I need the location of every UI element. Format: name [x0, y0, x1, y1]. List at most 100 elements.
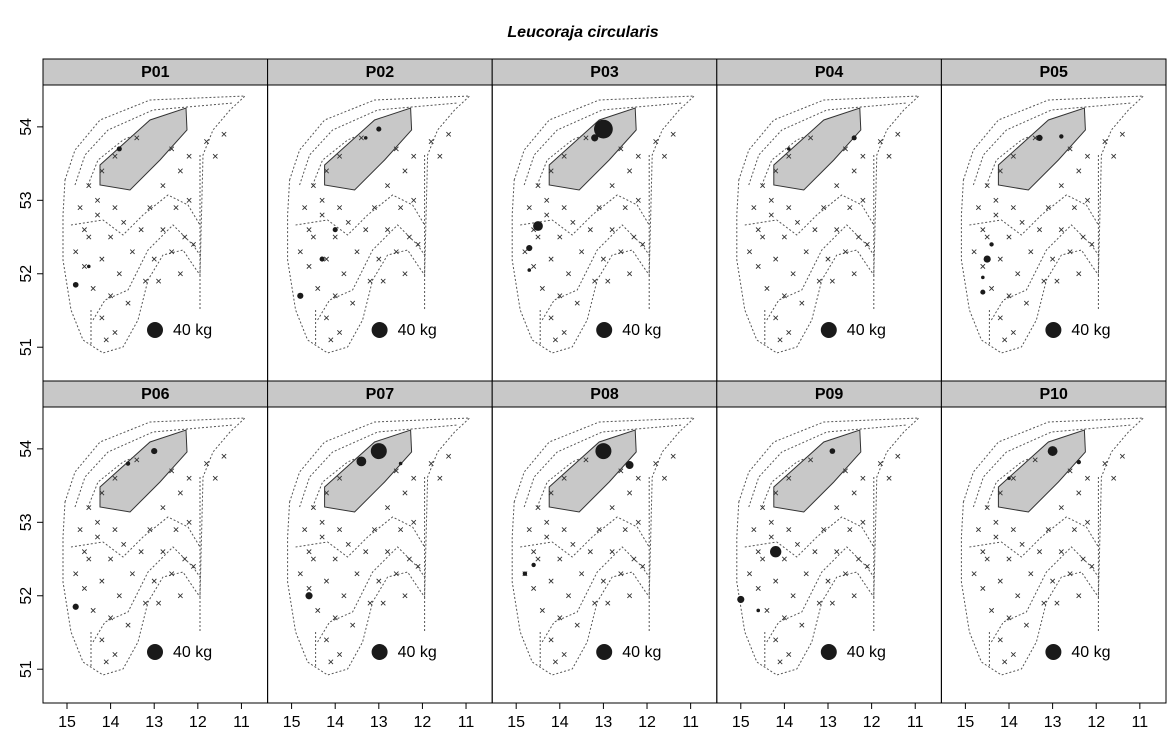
legend-label: 40 kg — [622, 644, 661, 661]
empty-station — [337, 652, 343, 658]
catch-bubble — [370, 443, 387, 460]
empty-station — [561, 153, 567, 159]
empty-station — [989, 607, 995, 613]
empty-station — [561, 527, 567, 533]
empty-station — [332, 234, 338, 240]
empty-station — [398, 527, 404, 533]
empty-station — [834, 183, 840, 189]
empty-station — [1071, 205, 1077, 211]
x-tick-label: 14 — [102, 714, 120, 731]
empty-station — [535, 505, 541, 511]
catch-bubble — [737, 595, 745, 604]
empty-station — [112, 330, 118, 336]
catch-bubble — [305, 592, 313, 600]
empty-station — [755, 549, 761, 555]
empty-station — [980, 549, 986, 555]
empty-station — [579, 249, 585, 255]
empty-station — [760, 556, 766, 562]
empty-station — [596, 205, 602, 211]
empty-station — [1010, 153, 1016, 159]
empty-station — [116, 593, 122, 599]
empty-station — [112, 475, 118, 481]
empty-station — [402, 490, 408, 496]
empty-station — [526, 205, 532, 211]
empty-station — [446, 453, 452, 459]
x-tick-label: 15 — [732, 714, 750, 731]
empty-station — [393, 146, 399, 152]
catch-bubble — [981, 275, 985, 280]
empty-station — [398, 205, 404, 211]
empty-station — [99, 490, 105, 496]
empty-station — [1076, 168, 1082, 174]
empty-station — [622, 205, 628, 211]
empty-station — [790, 271, 796, 277]
empty-station — [812, 549, 818, 555]
empty-station — [773, 637, 779, 643]
empty-station — [125, 300, 131, 306]
empty-station — [393, 249, 399, 255]
empty-station — [99, 315, 105, 321]
empty-station — [627, 271, 633, 277]
empty-station — [825, 578, 831, 584]
empty-station — [1067, 249, 1073, 255]
empty-station — [1084, 519, 1091, 525]
empty-station — [561, 205, 567, 211]
empty-station — [302, 205, 308, 211]
empty-station — [385, 549, 391, 555]
empty-station — [781, 234, 787, 240]
catch-bubble — [87, 264, 91, 269]
empty-station — [980, 263, 986, 269]
strip — [940, 58, 1167, 86]
empty-station — [544, 212, 550, 218]
empty-station — [764, 607, 770, 613]
empty-station — [160, 505, 166, 511]
y-tick-label: 54 — [18, 440, 35, 458]
empty-station — [561, 652, 567, 658]
empty-station — [895, 131, 901, 137]
empty-station — [808, 135, 814, 141]
empty-station — [1010, 475, 1016, 481]
empty-station — [631, 234, 637, 240]
empty-station — [997, 578, 1003, 584]
empty-station — [337, 527, 343, 533]
empty-station — [781, 293, 787, 299]
empty-station — [437, 153, 443, 159]
empty-station — [864, 563, 870, 569]
empty-station — [73, 571, 79, 577]
empty-station — [1041, 278, 1047, 284]
empty-station — [777, 337, 783, 343]
empty-station — [376, 256, 382, 262]
x-tick-label: 14 — [1000, 714, 1018, 731]
empty-station — [108, 615, 114, 621]
y-tick-label: 53 — [18, 513, 35, 531]
catch-bubble — [319, 256, 325, 262]
empty-station — [212, 153, 218, 159]
empty-station — [367, 278, 373, 284]
empty-station — [134, 457, 140, 463]
empty-station — [640, 241, 646, 247]
empty-station — [129, 249, 135, 255]
empty-station — [808, 457, 814, 463]
x-tick-label: 14 — [326, 714, 344, 731]
empty-station — [552, 659, 558, 665]
empty-station — [402, 593, 408, 599]
empty-station — [156, 600, 162, 606]
empty-station — [371, 205, 377, 211]
empty-station — [323, 256, 329, 262]
empty-station — [544, 519, 550, 525]
map-outline — [62, 417, 246, 676]
empty-station — [760, 505, 766, 511]
empty-station — [600, 256, 606, 262]
legend-label: 40 kg — [847, 322, 886, 339]
empty-station — [337, 330, 343, 336]
empty-station — [116, 271, 122, 277]
empty-station — [94, 197, 101, 203]
empty-station — [169, 571, 175, 577]
empty-station — [768, 212, 774, 218]
empty-station — [997, 256, 1003, 262]
empty-station — [1080, 234, 1086, 240]
empty-station — [332, 556, 338, 562]
empty-station — [635, 475, 641, 481]
empty-station — [1023, 300, 1029, 306]
empty-station — [539, 607, 545, 613]
